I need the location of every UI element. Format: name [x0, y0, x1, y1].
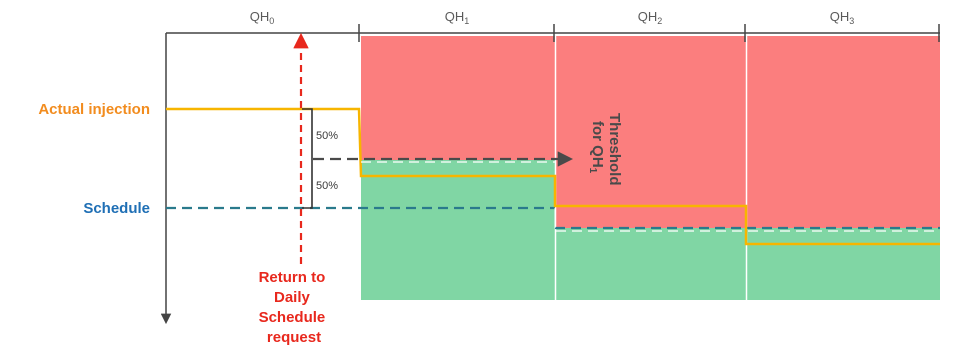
percentage-bracket: 50% 50%: [302, 108, 338, 209]
return-request-label: Return to Daily Schedule request: [259, 269, 330, 346]
above-threshold-zone-qh1: [361, 36, 555, 160]
period-label-qh0: QH0: [250, 9, 275, 26]
lower-bracket: [302, 159, 313, 209]
below-threshold-zone-qh2: [556, 228, 746, 300]
period-labels: QH0 QH1 QH2 QH3: [250, 9, 855, 26]
threshold-zones: [361, 36, 940, 300]
threshold-label: Threshold for QH1: [587, 113, 623, 190]
schedule-line: [166, 206, 940, 230]
upper-bracket: [302, 108, 313, 159]
below-threshold-zone-qh3: [747, 228, 940, 300]
upper-half-label: 50%: [316, 130, 338, 142]
schedule-label: Schedule: [83, 200, 150, 217]
actual-injection-line: [166, 107, 940, 246]
actual-injection-label: Actual injection: [38, 101, 150, 118]
below-threshold-zone-qh1: [361, 160, 555, 300]
period-label-qh1: QH1: [445, 9, 470, 26]
above-threshold-zone-qh3: [747, 36, 940, 228]
period-label-qh2: QH2: [638, 9, 663, 26]
lower-half-label: 50%: [316, 180, 338, 192]
period-label-qh3: QH3: [830, 9, 855, 26]
above-threshold-zone-qh2: [556, 36, 746, 228]
